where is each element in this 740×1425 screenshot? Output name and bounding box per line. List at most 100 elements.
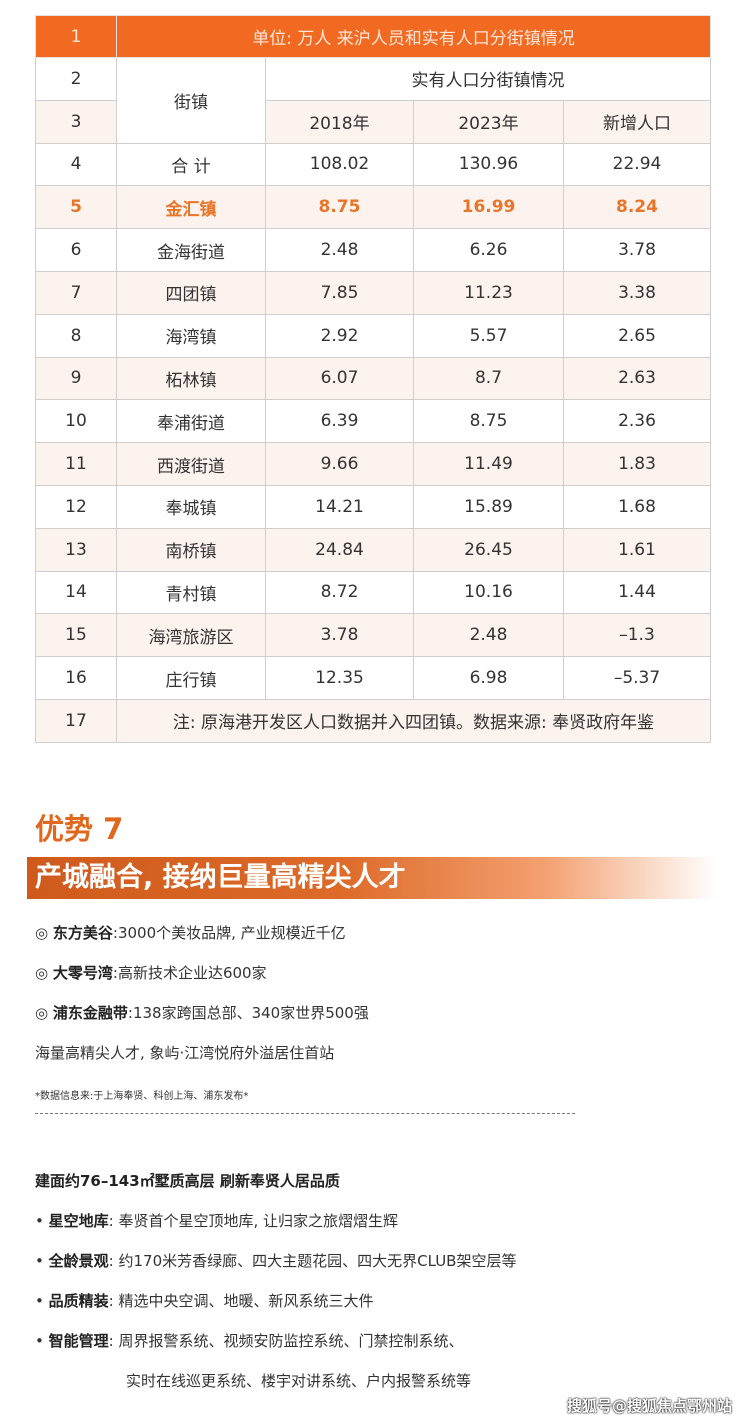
row-index: 14	[35, 570, 117, 615]
value-2018: 7.85	[265, 270, 414, 315]
table-title: 单位: 万人 来沪人员和实有人口分街镇情况	[116, 15, 711, 58]
summary-text: 海量高精尖人才, 象屿·江湾悦府外溢居住首站	[35, 1044, 335, 1062]
value-new: 22.94	[563, 142, 711, 187]
town-name: 海湾旅游区	[116, 613, 266, 658]
bullet-icon: •	[35, 1292, 44, 1310]
value-new: 8.24	[563, 185, 711, 230]
value-new: 1.83	[563, 442, 711, 486]
town-header: 街镇	[116, 57, 266, 144]
value-2023: 11.23	[413, 270, 564, 315]
value-new: 3.78	[563, 228, 711, 272]
row-index: 7	[35, 270, 117, 315]
value-2018: 9.66	[265, 442, 414, 486]
table-header-row: 3 2018年 2023年 新增人口	[35, 99, 711, 144]
item-text: : 周界报警系统、视频安防监控系统、门禁控制系统、	[108, 1332, 464, 1350]
row-index: 17	[35, 698, 117, 743]
town-name: 南桥镇	[116, 527, 266, 572]
value-2023: 130.96	[413, 142, 564, 187]
item-text: :138家跨国总部、340家世界500强	[127, 1004, 369, 1022]
table-row: 13 南桥镇 24.84 26.45 1.61	[35, 527, 711, 572]
value-2023: 2.48	[413, 613, 564, 658]
town-name: 柘林镇	[116, 356, 266, 401]
table-row: 10 奉浦街道 6.39 8.75 2.36	[35, 399, 711, 444]
value-2023: 26.45	[413, 527, 564, 572]
row-index: 4	[35, 142, 117, 187]
feature-item: • 智能管理: 周界报警系统、视频安防监控系统、门禁控制系统、	[35, 1330, 463, 1351]
item-label: 星空地库	[48, 1212, 109, 1230]
table-row: 5 金汇镇 8.75 16.99 8.24	[35, 185, 711, 230]
value-2018: 8.75	[265, 185, 414, 230]
feature-item: • 星空地库: 奉贤首个星空顶地库, 让归家之旅熠熠生辉	[35, 1210, 398, 1231]
table-row: 12 奉城镇 14.21 15.89 1.68	[35, 484, 711, 529]
table-row: 7 四团镇 7.85 11.23 3.38	[35, 270, 711, 315]
value-new: 2.63	[563, 356, 711, 401]
item-label: 品质精装	[48, 1292, 109, 1310]
row-index: 3	[35, 99, 117, 144]
table-row: 11 西渡街道 9.66 11.49 1.83	[35, 442, 711, 486]
item-text: :高新技术企业达600家	[112, 964, 267, 982]
population-table: 1 单位: 万人 来沪人员和实有人口分街镇情况 2 街镇 实有人口分街镇情况 3…	[35, 15, 711, 743]
advantage-item: ◎ 东方美谷:3000个美妆品牌, 产业规模近千亿	[35, 922, 346, 943]
value-2018: 24.84	[265, 527, 414, 572]
feature-item: • 品质精装: 精选中央空调、地暖、新风系统三大件	[35, 1290, 373, 1311]
row-index: 13	[35, 527, 117, 572]
table-footer-row: 17 注: 原海港开发区人口数据并入四团镇。数据来源: 奉贤政府年鉴	[35, 698, 711, 743]
town-name: 合 计	[116, 142, 266, 187]
row-index: 12	[35, 484, 117, 529]
value-new: –5.37	[563, 656, 711, 700]
divider	[35, 1113, 575, 1114]
table-row: 15 海湾旅游区 3.78 2.48 –1.3	[35, 613, 711, 658]
value-new: 1.61	[563, 527, 711, 572]
advantage-item: ◎ 大零号湾:高新技术企业达600家	[35, 962, 267, 983]
row-index: 6	[35, 228, 117, 272]
value-new: –1.3	[563, 613, 711, 658]
watermark: 搜狐号@搜狐焦点鄂州站	[566, 1397, 732, 1415]
value-2023: 10.16	[413, 570, 564, 615]
row-index: 9	[35, 356, 117, 401]
item-label: 智能管理	[48, 1332, 109, 1350]
town-name: 金汇镇	[116, 185, 266, 230]
bullet-icon: •	[35, 1212, 44, 1230]
value-2018: 6.39	[265, 399, 414, 444]
row-index: 15	[35, 613, 117, 658]
value-new: 2.65	[563, 313, 711, 358]
town-name: 金海街道	[116, 228, 266, 272]
col-2018-header: 2018年	[265, 99, 414, 144]
value-2018: 14.21	[265, 484, 414, 529]
value-2023: 16.99	[413, 185, 564, 230]
feature-continuation: 实时在线巡更系统、楼宇对讲系统、户内报警系统等	[126, 1372, 472, 1390]
value-2018: 12.35	[265, 656, 414, 700]
item-text: : 精选中央空调、地暖、新风系统三大件	[108, 1292, 374, 1310]
value-2023: 6.98	[413, 656, 564, 700]
item-label: 浦东金融带	[52, 1004, 128, 1022]
col-new-header: 新增人口	[563, 99, 711, 144]
town-name: 青村镇	[116, 570, 266, 615]
product-heading: 建面约76–143㎡墅质高层 刷新奉贤人居品质	[35, 1172, 340, 1190]
bullet-icon: •	[35, 1332, 44, 1350]
advantage-banner: 产城融合, 接纳巨量高精尖人才	[27, 857, 717, 899]
town-name: 庄行镇	[116, 656, 266, 700]
bullet-icon: ◎	[35, 924, 49, 942]
item-label: 东方美谷	[52, 924, 113, 942]
town-name: 奉城镇	[116, 484, 266, 529]
value-2023: 11.49	[413, 442, 564, 486]
bullet-icon: ◎	[35, 964, 49, 982]
col-2023-header: 2023年	[413, 99, 564, 144]
value-2023: 8.7	[413, 356, 564, 401]
value-2018: 3.78	[265, 613, 414, 658]
advantage-title: 优势 7	[35, 812, 124, 846]
advantage-item: ◎ 浦东金融带:138家跨国总部、340家世界500强	[35, 1002, 369, 1023]
row-index: 5	[35, 185, 117, 230]
item-text: : 奉贤首个星空顶地库, 让归家之旅熠熠生辉	[108, 1212, 399, 1230]
value-2018: 2.92	[265, 313, 414, 358]
row-index: 16	[35, 656, 117, 700]
value-new: 1.68	[563, 484, 711, 529]
value-new: 1.44	[563, 570, 711, 615]
value-2018: 2.48	[265, 228, 414, 272]
table-footnote: 注: 原海港开发区人口数据并入四团镇。数据来源: 奉贤政府年鉴	[116, 698, 711, 743]
table-row: 6 金海街道 2.48 6.26 3.78	[35, 228, 711, 272]
row-index: 10	[35, 399, 117, 444]
item-label: 全龄景观	[48, 1252, 109, 1270]
town-name: 西渡街道	[116, 442, 266, 486]
town-name: 海湾镇	[116, 313, 266, 358]
